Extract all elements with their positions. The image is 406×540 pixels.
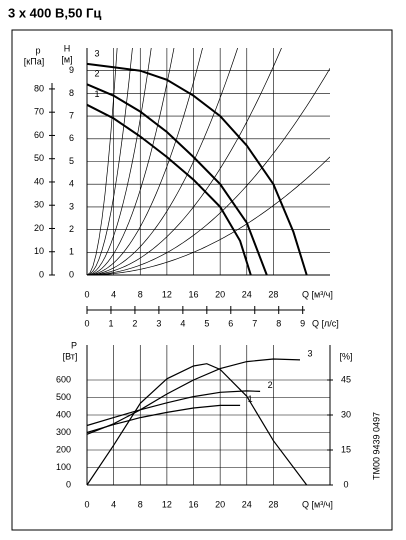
frame	[11, 29, 393, 531]
system-curve	[87, 48, 282, 275]
y2-tick-label: 50	[34, 153, 44, 163]
y2-tick-label: 60	[34, 130, 44, 140]
x-tick-label: 12	[162, 499, 172, 509]
y-tick-label: 7	[69, 110, 74, 120]
x2-tick-label: 4	[180, 318, 185, 328]
y-axis-label: H	[64, 43, 71, 53]
x-tick-label: 20	[215, 289, 225, 299]
curve	[86, 103, 252, 276]
y-tick-label: 300	[56, 427, 71, 437]
x-tick-label: 4	[111, 499, 116, 509]
series-label: 1	[248, 394, 253, 404]
x-tick-label: 20	[215, 499, 225, 509]
y-tick-label: 0	[69, 269, 74, 279]
x-tick-label: 24	[242, 289, 252, 299]
x-axis-label: Q [м³/ч]	[302, 499, 333, 509]
y-tick-label: 5	[69, 156, 74, 166]
x-tick-label: 12	[162, 289, 172, 299]
x2-tick-label: 5	[204, 318, 209, 328]
x2-axis-label: Q [л/с]	[312, 318, 339, 328]
y2-axis-unit: [кПа]	[24, 56, 44, 66]
y-tick-label: 3	[69, 201, 74, 211]
system-curve	[87, 48, 152, 275]
x-tick-label: 28	[268, 499, 278, 509]
page-title: 3 x 400 В,50 Гц	[8, 5, 101, 20]
y-tick-label: 8	[69, 88, 74, 98]
side-note: TM00 9439 0497	[371, 412, 381, 480]
x-tick-label: 8	[138, 289, 143, 299]
y-tick-label: 4	[69, 179, 74, 189]
x-tick-label: 16	[189, 499, 199, 509]
system-curve	[87, 68, 330, 275]
y-tick-label: 1	[69, 247, 74, 257]
series-label: 2	[268, 380, 273, 390]
curve	[86, 83, 268, 276]
x-tick-label: 28	[268, 289, 278, 299]
curve	[86, 62, 308, 276]
y-tick-label: 400	[56, 409, 71, 419]
x-tick-label: 8	[138, 499, 143, 509]
x-tick-label: 16	[189, 289, 199, 299]
series-label: 3	[308, 348, 313, 358]
y2-axis-label: [%]	[339, 351, 352, 361]
y2-tick-label: 20	[34, 223, 44, 233]
y-tick-label: 6	[69, 133, 74, 143]
y-axis-unit: [Вт]	[63, 351, 78, 361]
x2-tick-label: 6	[228, 318, 233, 328]
y2-tick-label: 30	[34, 200, 44, 210]
y2-tick-label: 0	[343, 479, 348, 489]
series-label: 1	[94, 89, 99, 99]
x-tick-label: 4	[111, 289, 116, 299]
y2-tick-label: 45	[341, 374, 351, 384]
curve	[86, 358, 301, 435]
y2-tick-label: 15	[341, 444, 351, 454]
x2-tick-label: 2	[132, 318, 137, 328]
curve	[86, 390, 261, 427]
y2-tick-label: 30	[341, 409, 351, 419]
x2-tick-label: 0	[84, 318, 89, 328]
x2-tick-label: 1	[108, 318, 113, 328]
y-tick-label: 100	[56, 462, 71, 472]
x-tick-label: 0	[84, 289, 89, 299]
x-axis-label: Q [м³/ч]	[302, 289, 333, 299]
system-curve	[87, 48, 175, 275]
x-tick-label: 0	[84, 499, 89, 509]
system-curve	[87, 48, 239, 275]
y-tick-label: 0	[66, 479, 71, 489]
y-tick-label: 9	[69, 65, 74, 75]
curve	[86, 363, 308, 486]
system-curve	[87, 48, 203, 275]
y-tick-label: 600	[56, 374, 71, 384]
y-tick-label: 500	[56, 392, 71, 402]
x2-tick-label: 7	[252, 318, 257, 328]
curve	[86, 404, 241, 434]
y2-tick-label: 70	[34, 107, 44, 117]
series-label: 3	[94, 48, 99, 58]
series-label: 2	[94, 69, 99, 79]
x-tick-label: 24	[242, 499, 252, 509]
system-curve	[87, 156, 330, 275]
x2-tick-label: 8	[276, 318, 281, 328]
x2-tick-label: 9	[300, 318, 305, 328]
y2-tick-label: 0	[39, 269, 44, 279]
y2-tick-label: 10	[34, 246, 44, 256]
y-tick-label: 2	[69, 224, 74, 234]
y-tick-label: 200	[56, 444, 71, 454]
system-curves	[87, 48, 330, 275]
y-axis-label: P	[71, 340, 77, 350]
y-axis-unit: [м]	[61, 54, 72, 64]
y2-tick-label: 40	[34, 176, 44, 186]
y2-tick-label: 80	[34, 83, 44, 93]
system-curve	[87, 48, 133, 275]
x2-tick-label: 3	[156, 318, 161, 328]
y2-axis-label: p	[35, 45, 40, 55]
